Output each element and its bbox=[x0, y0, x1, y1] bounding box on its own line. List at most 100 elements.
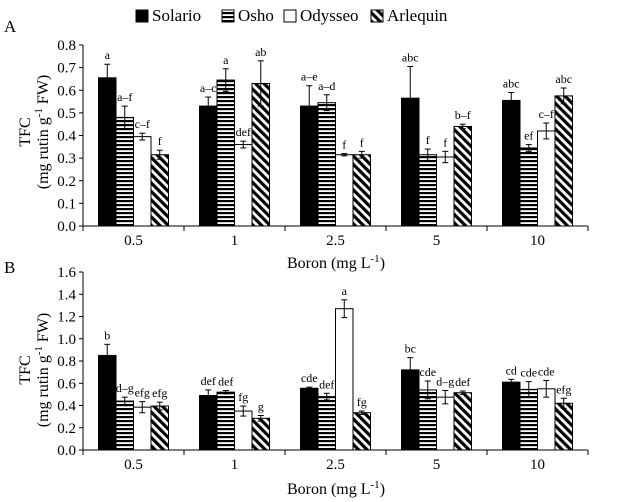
panel-a-significance-letter: f bbox=[443, 135, 447, 149]
panel-a-ytick-label: 0.8 bbox=[57, 38, 76, 54]
panel-b-ylabel-text: (mg rutin g bbox=[35, 355, 52, 427]
panel-b-error-bar bbox=[222, 389, 229, 395]
panel-b-bar-odysseo bbox=[537, 388, 556, 451]
panel-a-error-bar bbox=[407, 65, 414, 131]
panel-b-ytick-label: 0.8 bbox=[57, 354, 76, 370]
panel-b-error-bar bbox=[560, 397, 567, 409]
panel-a-error-bar bbox=[306, 85, 313, 127]
panel-a-bar-osho bbox=[216, 79, 235, 227]
panel-a-bar-solario bbox=[98, 77, 117, 227]
panel-a-significance-letter: f bbox=[342, 138, 346, 152]
legend-swatch-odysseo bbox=[283, 9, 297, 23]
panel-b-bar-osho bbox=[519, 388, 538, 451]
panel-b-significance-letter: cd bbox=[506, 363, 517, 377]
panel-b-error-bar bbox=[424, 380, 431, 400]
panel-b-bar-osho bbox=[115, 400, 134, 451]
legend-label-solario: Solario bbox=[152, 6, 201, 25]
panel-a-ytick-label: 0.6 bbox=[57, 83, 76, 99]
panel-a-category-label: 1 bbox=[231, 233, 239, 249]
panel-a-error-bar bbox=[156, 149, 163, 160]
panel-a-significance-letter: abc bbox=[402, 50, 419, 64]
panel-a-bar-arlequin bbox=[352, 154, 371, 227]
panel-a-significance-letter: f bbox=[426, 133, 430, 147]
panel-a-bar-odysseo bbox=[133, 136, 152, 227]
panel-b-significance-letter: cde bbox=[301, 371, 318, 385]
panel-b-significance-letter: cde bbox=[538, 364, 555, 378]
panel-b-category-label: 10 bbox=[530, 457, 545, 473]
panel-a-ytick-label: 0.5 bbox=[57, 106, 76, 122]
panel-a-error-bar bbox=[205, 96, 212, 116]
panel-b-xlabel-sup: -1 bbox=[371, 479, 380, 491]
panel-a-bar-solario bbox=[199, 105, 218, 227]
legend-swatch-solario bbox=[135, 9, 149, 23]
panel-b-error-bar bbox=[543, 379, 550, 398]
panel-b-error-bar bbox=[240, 405, 247, 417]
panel-b-bar-solario bbox=[199, 394, 218, 451]
panel-a-ylabel-line1: TFC bbox=[17, 117, 34, 146]
panel-a-error-bar bbox=[459, 123, 466, 130]
panel-b-error-bar bbox=[323, 392, 330, 401]
panel-b-significance-letter: def bbox=[319, 377, 334, 391]
panel-b-error-bar bbox=[442, 389, 449, 405]
panel-a-significance-letter: a bbox=[105, 48, 111, 62]
panel-b-ytick-label: 1.2 bbox=[57, 310, 76, 326]
panel-a-bar-arlequin bbox=[453, 125, 472, 227]
panel-a-bar-osho bbox=[418, 154, 437, 227]
panel-b-error-bar bbox=[257, 415, 264, 422]
panel-a-error-bar bbox=[442, 150, 449, 164]
panel-a-ytick-label: 0.3 bbox=[57, 151, 76, 167]
panel-b-significance-letter: efg bbox=[135, 386, 150, 400]
panel-a-significance-letter: c–f bbox=[135, 117, 150, 131]
legend: Solario Osho Odysseo Arlequin bbox=[135, 6, 448, 25]
panel-a-bar-odysseo bbox=[335, 154, 354, 227]
legend-label-osho: Osho bbox=[238, 6, 274, 25]
panel-b-bar-solario bbox=[98, 354, 117, 451]
panel-b-bar-arlequin bbox=[554, 402, 573, 451]
panel-a-significance-letter: a–f bbox=[117, 90, 132, 104]
panel-b-ylabel-line2: (mg rutin g-1 FW) bbox=[33, 313, 52, 428]
panel-a-significance-letter: f bbox=[360, 135, 364, 149]
panel-b-ytick-label: 0.4 bbox=[57, 399, 76, 415]
panel-b-ytick-label: 1.4 bbox=[57, 287, 76, 303]
panel-b-bar-arlequin bbox=[352, 412, 371, 451]
panel-b-bar-osho bbox=[317, 396, 336, 451]
panel-a-category-label: 5 bbox=[433, 233, 441, 249]
panel-b-category-label: 5 bbox=[433, 457, 441, 473]
panel-a-error-bar bbox=[358, 150, 365, 159]
panel-b-bar-arlequin bbox=[251, 417, 270, 451]
panel-b-bar-solario bbox=[502, 381, 521, 451]
panel-b-ytick-label: 0.2 bbox=[57, 421, 76, 437]
panel-a-ylabel-text: (mg rutin g bbox=[35, 117, 52, 189]
panel-b-category-label: 1 bbox=[231, 457, 239, 473]
panel-b-significance-letter: cde bbox=[419, 365, 436, 379]
panel-b-significance-letter: d–g bbox=[116, 381, 134, 395]
panel-b-error-bar bbox=[341, 299, 348, 319]
panel-b-error-bar bbox=[525, 381, 532, 398]
panel-a-xlabel: Boron (mg L-1) bbox=[287, 253, 385, 272]
panel-a-significance-letter: a bbox=[223, 53, 229, 67]
panel-b-significance-letter: def bbox=[201, 374, 216, 388]
panel-b-significance-letter: efg bbox=[152, 386, 167, 400]
panel-b-label: B bbox=[4, 258, 15, 277]
panel-b-significance-letter: bc bbox=[405, 342, 416, 356]
panel-b-bar-solario bbox=[300, 387, 319, 451]
panel-a-plot: 0.0 0.1 0.2 0.3 0.4 0.5 0.6 0.7 0.8 0.5 1 2.5 5 10 a a–… bbox=[57, 38, 589, 249]
panel-a-ytick-label: 0.0 bbox=[57, 219, 76, 235]
panel-a-bar-solario bbox=[502, 99, 521, 227]
panel-a-error-bar bbox=[323, 94, 330, 112]
panel-b-bar-odysseo bbox=[133, 406, 152, 451]
panel-b-significance-letter: fg bbox=[238, 390, 248, 404]
panel-a-xlabel-close: ) bbox=[380, 255, 385, 272]
panel-b-significance-letter: def bbox=[218, 374, 233, 388]
panel-a-significance-letter: ab bbox=[255, 45, 266, 59]
panel-b-ylabel-line1: TFC bbox=[17, 355, 34, 384]
legend-swatch-osho bbox=[221, 9, 235, 23]
panel-a-ytick-label: 0.7 bbox=[57, 61, 76, 77]
panel-a-significance-letter: b–f bbox=[455, 108, 471, 122]
panel-a-bar-odysseo bbox=[537, 130, 556, 227]
panel-b-bar-odysseo bbox=[335, 308, 354, 451]
panel-a-bar-osho bbox=[317, 102, 336, 227]
panel-b-xlabel: Boron (mg L-1) bbox=[287, 479, 385, 498]
panel-a-category-label: 2.5 bbox=[326, 233, 345, 249]
